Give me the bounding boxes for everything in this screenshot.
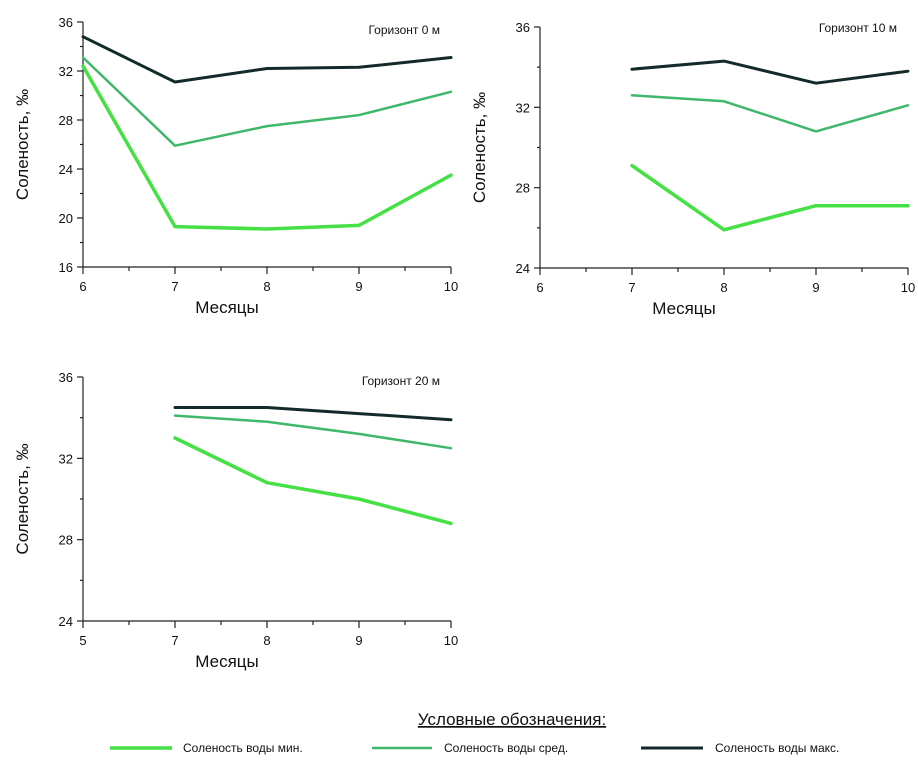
x-axis-label: Месяцы (195, 652, 258, 671)
x-tick-label: 9 (812, 280, 819, 295)
x-axis-label: Месяцы (195, 298, 258, 317)
legend-label-min: Соленость воды мин. (183, 741, 303, 755)
y-tick-label: 24 (59, 614, 73, 629)
x-tick-label: 7 (171, 633, 178, 648)
y-axis-label: Соленость, ‰ (470, 92, 489, 203)
x-tick-label: 10 (901, 280, 915, 295)
legend: Условные обозначения: Соленость воды мин… (110, 710, 839, 755)
x-tick-label: 8 (263, 279, 270, 294)
y-tick-label: 36 (59, 370, 73, 385)
y-tick-label: 32 (59, 451, 73, 466)
legend-label-max: Соленость воды макс. (715, 741, 839, 755)
legend-items: Соленость воды мин. Соленость воды сред. С… (110, 741, 839, 755)
x-axis-label: Месяцы (652, 299, 715, 318)
y-tick-label: 36 (516, 20, 530, 35)
chart-panel-horizon-0: 16 20 24 28 32 36 6 7 8 9 10 Месяцы Соленость, ‰ Гори… (13, 15, 458, 317)
y-tick-label: 24 (59, 162, 73, 177)
series-line-max (173, 406, 453, 422)
x-tick-label: 5 (79, 633, 86, 648)
legend-label-avg: Соленость воды сред. (444, 741, 568, 755)
y-tick-label: 32 (59, 64, 73, 79)
x-tick-label: 10 (444, 279, 458, 294)
x-tick-label: 7 (171, 279, 178, 294)
y-tick-label: 32 (516, 100, 530, 115)
y-tick-label: 28 (516, 181, 530, 196)
panel-title: Горизонт 10 м (819, 21, 897, 35)
x-tick-label: 6 (536, 280, 543, 295)
y-tick-label: 20 (59, 211, 73, 226)
y-tick-label: 16 (59, 260, 73, 275)
x-tick-label: 8 (263, 633, 270, 648)
y-tick-label: 24 (516, 261, 530, 276)
y-tick-label: 28 (59, 533, 73, 548)
x-tick-label: 6 (79, 279, 86, 294)
y-tick-label: 36 (59, 15, 73, 30)
x-tick-label: 8 (720, 280, 727, 295)
y-axis-label: Соленость, ‰ (13, 443, 32, 554)
x-tick-label: 9 (355, 279, 362, 294)
x-tick-label: 10 (444, 633, 458, 648)
series-line-min (173, 436, 453, 526)
panel-title: Горизонт 0 м (368, 23, 440, 37)
series-line-max (81, 35, 453, 84)
series-line-max (630, 59, 910, 85)
x-tick-label: 7 (628, 280, 635, 295)
series-line-min (630, 163, 910, 232)
series-line-avg (81, 56, 453, 147)
panel-title: Горизонт 20 м (362, 374, 440, 388)
y-axis-label: Соленость, ‰ (13, 89, 32, 200)
series-line-avg (173, 414, 453, 450)
y-tick-label: 28 (59, 113, 73, 128)
legend-title: Условные обозначения: (418, 710, 606, 729)
x-tick-label: 9 (355, 633, 362, 648)
chart-panel-horizon-10: 24 28 32 36 6 7 8 9 10 Месяцы Соленость, ‰ Горизонт… (470, 20, 915, 318)
chart-panel-horizon-20: 24 28 32 36 5 7 8 9 10 Месяцы Соленость, ‰ Горизонт… (13, 370, 458, 671)
series-line-min (81, 64, 453, 231)
series-line-avg (630, 94, 910, 133)
